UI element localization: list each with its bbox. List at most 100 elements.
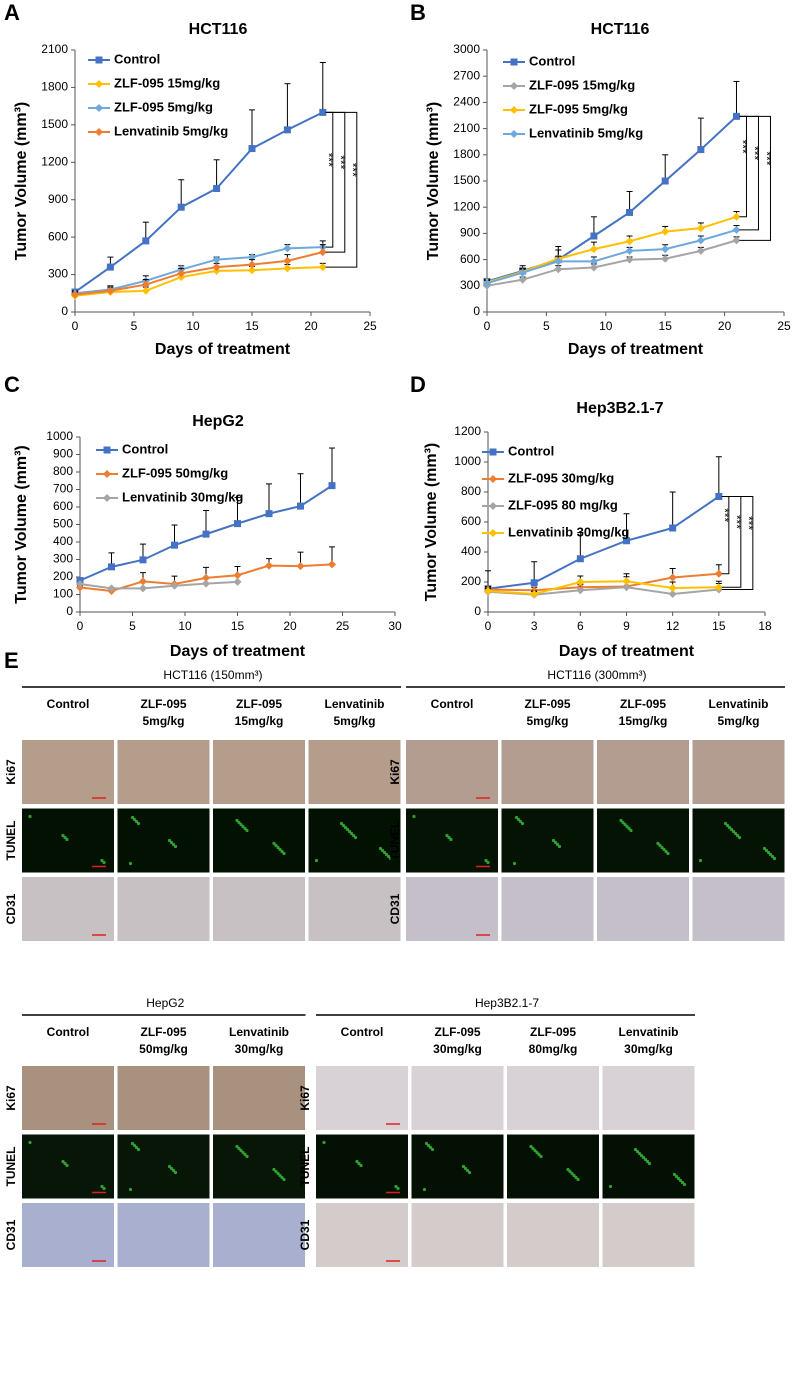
- fluorescence-spot: [380, 848, 385, 853]
- legend-label: Control: [508, 443, 554, 458]
- y-tick-label: 200: [461, 574, 481, 588]
- fluorescence-spot: [276, 845, 280, 850]
- series-line: [74, 246, 323, 295]
- data-point: [484, 587, 492, 595]
- y-tick-label: 0: [66, 604, 73, 618]
- data-point: [589, 257, 598, 266]
- data-point: [661, 177, 669, 185]
- fluorescence-spot: [102, 860, 106, 865]
- fluorescence-spot: [725, 823, 730, 828]
- fluorescence-spot: [394, 1184, 398, 1189]
- data-point: [622, 577, 631, 586]
- fluorescence-spot: [723, 821, 728, 826]
- micrograph: [597, 808, 689, 873]
- legend-label: Lenvatinib 30mg/kg: [508, 524, 629, 539]
- x-tick-label: 30: [388, 619, 402, 633]
- y-axis-label: Tumor Volume (mm³): [13, 102, 30, 261]
- data-point: [668, 590, 677, 598]
- legend-label: ZLF-095 15mg/kg: [114, 75, 220, 90]
- column-label: ZLF-095: [434, 1025, 480, 1039]
- micrograph: [308, 877, 401, 941]
- fluorescence-spot: [666, 851, 670, 856]
- legend-label: ZLF-095 30mg/kg: [508, 470, 614, 485]
- row-label: TUNEL: [388, 821, 402, 861]
- fluorescence-spot: [280, 849, 284, 854]
- fluorescence-spot: [386, 854, 391, 859]
- data-point: [297, 502, 304, 510]
- micrograph: [117, 877, 210, 941]
- column-label: Control: [431, 697, 474, 711]
- fluorescence-spot: [341, 823, 346, 828]
- data-point: [106, 286, 115, 295]
- panel-label: E: [4, 648, 19, 673]
- significance-label: ***: [346, 163, 360, 177]
- fluorescence-spot: [463, 1166, 468, 1171]
- fluorescence-spot: [243, 826, 247, 831]
- y-tick-label: 1000: [454, 454, 481, 468]
- micrograph: [406, 877, 498, 941]
- data-point: [625, 255, 634, 264]
- column-label: 5mg/kg: [333, 714, 375, 728]
- data-point: [696, 224, 705, 233]
- legend-label: Control: [529, 53, 575, 68]
- legend-label: Control: [114, 51, 160, 66]
- fluorescence-spot: [445, 833, 449, 838]
- fluorescence-spot: [130, 1141, 135, 1146]
- column-label: 15mg/kg: [619, 714, 668, 728]
- micrograph: [692, 808, 785, 873]
- column-label: Control: [47, 697, 90, 711]
- fluorescence-spot: [278, 847, 282, 852]
- micrograph: [501, 808, 594, 873]
- fluorescence-spot: [574, 1175, 578, 1180]
- significance-label: ***: [759, 151, 773, 165]
- data-point: [483, 279, 491, 288]
- legend-label: Control: [122, 441, 168, 456]
- data-point: [661, 227, 670, 236]
- legend-label: ZLF-095 5mg/kg: [114, 99, 213, 114]
- data-point: [661, 254, 670, 263]
- significance-bracket: [739, 115, 759, 231]
- row-label: TUNEL: [4, 1147, 18, 1187]
- group-title: Hep3B2.1-7: [475, 996, 539, 1010]
- micrograph: [22, 1066, 114, 1130]
- series-line: [486, 239, 737, 287]
- data-point: [732, 212, 741, 221]
- fluorescence-spot: [128, 1187, 133, 1192]
- y-tick-label: 400: [461, 544, 481, 558]
- legend-label: ZLF-095 80 mg/kg: [508, 497, 618, 512]
- significance-label: ***: [742, 516, 756, 530]
- fluorescence-spot: [633, 1147, 638, 1152]
- x-tick-label: 10: [186, 319, 200, 333]
- fluorescence-spot: [353, 835, 358, 840]
- significance-label: ***: [730, 515, 744, 529]
- legend-label: ZLF-095 5mg/kg: [529, 101, 628, 116]
- y-tick-label: 700: [53, 482, 73, 496]
- micrograph: [22, 1203, 114, 1267]
- data-point: [213, 184, 221, 192]
- fluorescence-spot: [359, 1163, 363, 1168]
- data-point: [139, 556, 147, 564]
- fluorescence-spot: [61, 833, 65, 838]
- x-tick-label: 0: [77, 619, 84, 633]
- micrograph: [22, 740, 114, 804]
- fluorescence-spot: [239, 1148, 243, 1153]
- x-tick-label: 20: [718, 319, 732, 333]
- data-point: [697, 146, 705, 154]
- fluorescence-spot: [625, 824, 629, 829]
- fluorescence-spot: [241, 1150, 245, 1155]
- data-point: [296, 562, 305, 571]
- fluorescence-spot: [65, 1163, 69, 1168]
- micrograph: [597, 877, 689, 941]
- y-tick-label: 0: [474, 604, 481, 618]
- x-tick-label: 25: [336, 619, 350, 633]
- legend-marker: [95, 56, 103, 64]
- fluorescence-spot: [656, 841, 660, 846]
- x-tick-label: 20: [283, 619, 297, 633]
- fluorescence-spot: [243, 1152, 247, 1157]
- data-point: [177, 203, 185, 211]
- fluorescence-spot: [635, 1149, 640, 1154]
- data-point: [283, 264, 292, 273]
- column-label: 30mg/kg: [235, 1042, 284, 1056]
- data-point: [732, 225, 741, 234]
- panel-label: C: [4, 372, 20, 397]
